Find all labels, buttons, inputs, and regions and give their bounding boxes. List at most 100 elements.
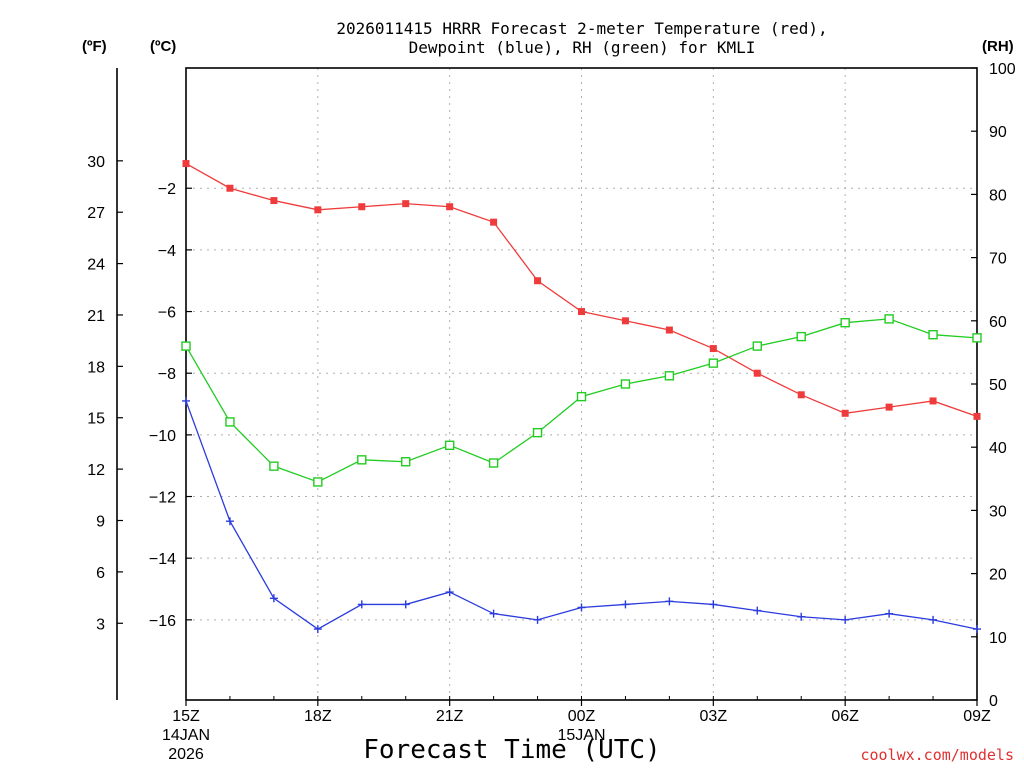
temperature-point — [973, 412, 981, 420]
temperature-point — [182, 160, 190, 168]
temperature-point — [314, 206, 322, 214]
dewpoint-point — [313, 625, 322, 634]
rh-point — [313, 477, 323, 487]
fahrenheit-tick-label: 3 — [96, 616, 105, 633]
dewpoint-point — [621, 600, 630, 609]
fahrenheit-tick-label: 15 — [87, 411, 105, 428]
dewpoint-point — [182, 396, 190, 405]
rh-point — [181, 341, 191, 351]
fahrenheit-tick-label: 24 — [87, 257, 105, 274]
temperature-point — [578, 308, 585, 316]
x-tick-label: 06Z — [831, 708, 859, 725]
fahrenheit-tick-label: 30 — [87, 154, 105, 171]
chart-title-line2: Dewpoint (blue), RH (green) for KMLI — [409, 38, 756, 57]
celsius-unit-label: (ºC) — [150, 38, 176, 55]
temperature-point — [402, 200, 410, 208]
celsius-tick-label: −2 — [158, 181, 176, 198]
rh-tick-label: 10 — [989, 630, 1007, 647]
dewpoint-point — [753, 606, 762, 615]
x-date-label: 15JAN — [557, 727, 605, 744]
x-tick-label: 03Z — [700, 708, 728, 725]
dewpoint-point — [357, 600, 366, 609]
dewpoint-point — [665, 597, 674, 606]
x-axis-title: Forecast Time (UTC) — [363, 735, 660, 765]
rh-tick-label: 100 — [989, 61, 1016, 78]
dewpoint-point — [797, 612, 806, 621]
fahrenheit-tick-label: 12 — [87, 462, 105, 479]
rh-point — [752, 341, 762, 351]
fahrenheit-tick-label: 21 — [87, 308, 105, 325]
rh-point — [708, 358, 719, 368]
temperature-point — [753, 369, 761, 377]
x-year-label: 2026 — [168, 746, 204, 763]
celsius-tick-label: −14 — [149, 551, 176, 568]
fahrenheit-tick-label: 6 — [96, 565, 105, 582]
rh-tick-label: 0 — [989, 693, 998, 710]
dewpoint-point — [885, 609, 894, 618]
x-tick-label: 15Z — [172, 708, 200, 725]
temperature-point — [490, 218, 498, 226]
dewpoint-point — [489, 609, 498, 618]
rh-point — [532, 427, 543, 438]
temperature-point — [709, 345, 717, 353]
rh-point — [225, 417, 235, 427]
rh-tick-label: 20 — [989, 567, 1007, 584]
dewpoint-point — [929, 615, 938, 624]
rh-point — [840, 317, 850, 328]
temperature-point — [797, 391, 805, 399]
rh-point — [928, 330, 938, 340]
x-tick-label: 18Z — [304, 708, 332, 725]
x-tick-label: 00Z — [568, 708, 596, 725]
axes: 30 27 24 21 18 15 12 9 6 3 −2 −4 −6 −8 −10 −12 −14 −16 0 10… — [87, 61, 1016, 763]
dewpoint-point — [445, 588, 454, 597]
rh-point — [357, 455, 367, 465]
dewpoint-point — [401, 600, 410, 609]
celsius-tick-label: −16 — [149, 613, 176, 630]
dewpoint-point — [841, 615, 850, 624]
rh-point — [444, 440, 455, 451]
dewpoint-point — [225, 517, 234, 526]
labels-layer: 2026011415 HRRR Forecast 2-meter Tempera… — [82, 19, 1014, 765]
temperature-point — [665, 326, 673, 334]
temperature-point — [446, 203, 454, 211]
dewpoint-point — [269, 594, 278, 603]
celsius-tick-label: −10 — [149, 428, 176, 445]
celsius-tick-label: −12 — [149, 490, 176, 507]
x-tick-label: 09Z — [963, 708, 991, 725]
rh-point — [576, 391, 587, 402]
rh-tick-label: 50 — [989, 377, 1007, 394]
dewpoint-point — [577, 603, 586, 612]
chart-title-line1: 2026011415 HRRR Forecast 2-meter Tempera… — [336, 19, 827, 38]
temperature-point — [270, 197, 278, 205]
temperature-point — [534, 277, 542, 285]
fahrenheit-tick-label: 9 — [96, 514, 105, 531]
fahrenheit-tick-label: 27 — [87, 205, 105, 222]
x-date-label: 14JAN — [162, 727, 210, 744]
rh-point — [401, 457, 411, 467]
temperature-point — [358, 203, 366, 211]
rh-tick-label: 90 — [989, 124, 1007, 141]
rh-unit-label: (RH) — [982, 38, 1014, 55]
temperature-point — [841, 409, 849, 417]
grid-lines — [186, 68, 977, 700]
rh-point — [796, 331, 806, 342]
rh-tick-label: 60 — [989, 314, 1007, 331]
rh-tick-label: 40 — [989, 440, 1007, 457]
dewpoint-point — [709, 600, 718, 609]
rh-point — [972, 333, 982, 343]
celsius-tick-label: −6 — [158, 305, 176, 322]
series-layer — [181, 160, 982, 634]
temperature-point — [929, 397, 937, 405]
fahrenheit-unit-label: (ºF) — [82, 38, 107, 55]
fahrenheit-tick-label: 18 — [87, 359, 105, 376]
x-tick-label: 21Z — [436, 708, 464, 725]
dewpoint-point — [973, 625, 981, 634]
temperature-point — [885, 403, 893, 411]
rh-tick-label: 80 — [989, 187, 1007, 204]
celsius-tick-label: −4 — [158, 243, 176, 260]
temperature-point — [621, 317, 629, 325]
rh-tick-label: 30 — [989, 503, 1007, 520]
rh-tick-label: 70 — [989, 251, 1007, 268]
rh-point — [620, 379, 631, 389]
